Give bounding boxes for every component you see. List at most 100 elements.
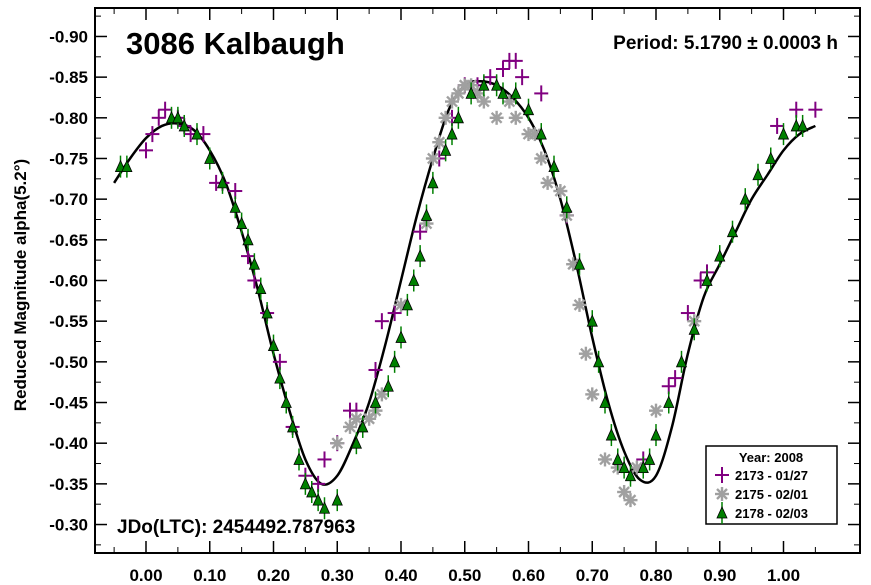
point-triangle — [663, 395, 675, 408]
legend-box — [705, 445, 838, 525]
data-point — [312, 489, 324, 512]
data-point — [663, 391, 675, 414]
data-point — [599, 391, 611, 414]
data-point — [572, 297, 587, 312]
data-point — [578, 346, 593, 361]
x-tick-label: 0.20 — [257, 566, 290, 585]
data-point — [374, 313, 389, 330]
data-point — [777, 123, 790, 146]
data-point — [510, 82, 522, 105]
point-asterisk-arm — [433, 136, 446, 149]
data-point — [151, 109, 166, 126]
point-asterisk-arm — [427, 152, 439, 165]
data-point — [178, 114, 190, 137]
x-tick-labels: 0.00 0.10 0.20 0.30 0.40 0.50 0.60 0.70 0.80 0.90… — [129, 566, 800, 585]
x-tick-label: 0.40 — [384, 566, 417, 585]
point-triangle — [274, 371, 286, 384]
data-point — [637, 456, 649, 479]
data-point — [374, 387, 389, 402]
point-triangle — [382, 379, 394, 392]
data-point — [623, 493, 638, 508]
point-triangle — [229, 200, 241, 213]
series-asterisk — [330, 78, 702, 508]
point-triangle — [248, 257, 260, 270]
data-point — [317, 451, 332, 468]
point-triangle — [522, 102, 535, 116]
x-tick-label: 0.80 — [639, 566, 672, 585]
data-point — [216, 171, 229, 194]
data-point — [561, 196, 573, 219]
data-point — [688, 318, 700, 341]
data-point — [248, 253, 260, 276]
data-point — [330, 436, 345, 451]
data-point — [714, 245, 726, 268]
y-tick-labels: -0.90 -0.85 -0.80 -0.75 -0.70 -0.65 -0.60 -0.55… — [49, 27, 88, 534]
point-asterisk-arm — [567, 258, 579, 271]
data-point — [362, 411, 377, 426]
data-point — [797, 114, 809, 137]
data-point — [617, 484, 632, 499]
data-point — [242, 228, 254, 251]
data-point — [701, 269, 713, 292]
data-point — [139, 142, 153, 159]
data-point — [726, 220, 739, 243]
point-triangle — [440, 143, 452, 156]
point-triangle — [644, 452, 656, 465]
point-triangle — [739, 192, 751, 205]
data-point — [491, 74, 503, 97]
x-tick-label: 0.10 — [193, 566, 226, 585]
data-point — [368, 361, 383, 378]
data-point — [389, 350, 401, 373]
point-triangle — [797, 118, 809, 132]
point-asterisk-arm — [586, 388, 599, 401]
point-triangle — [420, 208, 433, 221]
data-point — [452, 106, 464, 129]
point-triangle — [573, 257, 586, 270]
point-triangle — [357, 419, 369, 433]
y-tick-label: -0.80 — [49, 109, 88, 128]
legend: Year: 2008 2173 - 01/27 2175 - 02/01 2178 … — [705, 445, 838, 525]
data-point — [489, 110, 504, 125]
point-triangle — [605, 428, 617, 441]
y-tick-label: -0.70 — [49, 190, 88, 209]
data-point — [668, 370, 683, 387]
data-point — [145, 126, 160, 143]
chart-title: 3086 Kalbaugh — [126, 26, 345, 61]
point-triangle — [191, 127, 203, 140]
legend-entry-label: 2173 - 01/27 — [735, 468, 808, 483]
data-point — [121, 155, 133, 178]
axis-ticks — [95, 8, 860, 553]
point-triangle — [389, 354, 401, 368]
data-point — [522, 98, 535, 121]
y-tick-label: -0.65 — [49, 231, 88, 250]
x-tick-label: 0.00 — [129, 566, 162, 585]
data-point — [451, 86, 466, 101]
point-triangle — [216, 175, 229, 189]
point-asterisk-arm — [541, 177, 554, 189]
point-asterisk-arm — [650, 404, 662, 417]
data-point — [675, 350, 688, 373]
point-triangle — [267, 338, 280, 351]
data-point — [293, 448, 305, 471]
data-point — [497, 82, 509, 105]
point-triangle — [427, 175, 439, 189]
point-asterisk-arm — [535, 152, 548, 165]
point-triangle — [350, 436, 362, 449]
data-point — [585, 387, 600, 402]
data-point — [553, 184, 568, 199]
point-triangle — [331, 493, 343, 506]
data-point — [158, 101, 173, 118]
x-tick-label: 0.90 — [703, 566, 736, 585]
data-point — [618, 456, 630, 479]
data-point — [624, 464, 637, 487]
point-triangle — [752, 167, 764, 181]
point-asterisk-arm — [439, 111, 452, 124]
y-tick-label: -0.35 — [49, 475, 88, 494]
point-asterisk-arm — [716, 488, 728, 500]
x-tick-label: 0.30 — [321, 566, 354, 585]
data-point — [808, 101, 823, 118]
point-triangle — [204, 151, 216, 164]
point-triangle — [306, 485, 318, 498]
data-point — [752, 163, 764, 186]
point-triangle — [593, 354, 605, 368]
